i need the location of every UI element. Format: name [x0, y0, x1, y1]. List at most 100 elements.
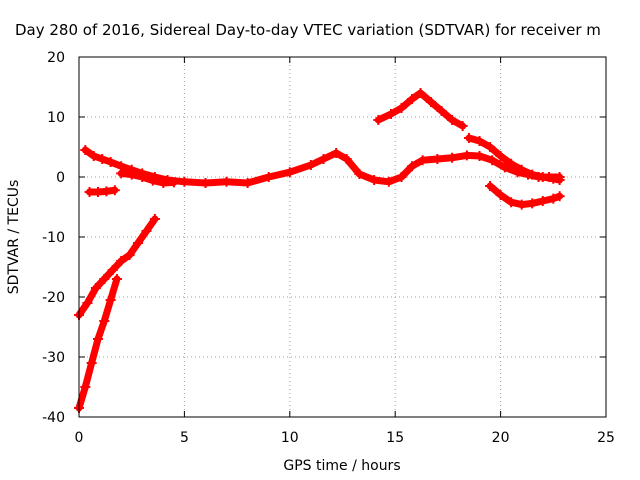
- data-point: [432, 154, 443, 164]
- x-tick-label: 20: [492, 430, 510, 446]
- x-axis-label: GPS time / hours: [283, 458, 400, 474]
- data-point: [495, 151, 506, 161]
- data-point: [415, 88, 426, 98]
- y-axis-label: SDTVAR / TECUs: [6, 180, 22, 295]
- data-point: [516, 164, 527, 175]
- data-point: [116, 256, 127, 266]
- data-point: [527, 169, 538, 180]
- data-point: [200, 178, 211, 188]
- data-point: [80, 145, 91, 155]
- data-point: [506, 158, 517, 169]
- data-point: [331, 148, 342, 158]
- data-point: [447, 152, 458, 163]
- data-point: [137, 172, 148, 182]
- data-point: [474, 136, 485, 146]
- data-point: [385, 109, 396, 119]
- data-point: [373, 115, 384, 125]
- data-point: [109, 185, 120, 196]
- data-point: [111, 274, 122, 284]
- data-point: [474, 151, 485, 161]
- data-point: [107, 265, 118, 275]
- data-point: [124, 250, 135, 260]
- data-point: [447, 115, 458, 125]
- data-point: [99, 316, 110, 326]
- data-point: [126, 169, 137, 180]
- data-point: [426, 97, 437, 107]
- data-point: [407, 161, 418, 172]
- data-point: [548, 193, 559, 204]
- data-point: [242, 178, 253, 188]
- data-point: [92, 187, 103, 197]
- data-point: [86, 358, 97, 368]
- data-point: [147, 175, 158, 186]
- y-tick-labels: -40 -30 -20 -10 0 10 20: [42, 50, 65, 426]
- data-series-2: [75, 215, 159, 319]
- data-point: [341, 154, 352, 164]
- data-point: [263, 172, 274, 182]
- y-tick-label: 20: [47, 50, 65, 66]
- data-point: [485, 142, 496, 152]
- data-point: [461, 150, 472, 161]
- data-point: [318, 154, 329, 164]
- data-point: [548, 173, 559, 184]
- y-tick-label: 0: [56, 170, 65, 186]
- data-point: [105, 157, 116, 167]
- grid-lines: [79, 57, 606, 417]
- data-point: [221, 176, 232, 187]
- data-point: [101, 186, 112, 197]
- data-series-7: [465, 134, 564, 184]
- data-point: [141, 226, 152, 236]
- data-point: [90, 283, 101, 293]
- data-point: [158, 178, 169, 188]
- data-point: [417, 155, 428, 166]
- data-point: [88, 151, 99, 161]
- data-point: [116, 168, 127, 179]
- data-point: [495, 190, 506, 200]
- x-tick-label: 5: [180, 430, 189, 446]
- data-point: [133, 238, 144, 248]
- data-point: [284, 167, 295, 178]
- y-tick-label: -40: [42, 410, 65, 426]
- data-point: [436, 106, 447, 116]
- data-point: [82, 298, 93, 308]
- data-point: [168, 177, 179, 188]
- y-tick-label: 10: [47, 110, 65, 126]
- data-point: [99, 274, 110, 284]
- chart-title: Day 280 of 2016, Sidereal Day-to-day VTE…: [15, 21, 601, 39]
- data-point: [369, 175, 380, 185]
- data-point: [383, 176, 394, 187]
- y-tick-label: -30: [42, 350, 65, 366]
- x-tick-label: 0: [75, 430, 84, 446]
- data-point: [537, 196, 548, 206]
- data-point: [92, 334, 103, 344]
- y-tick-label: -20: [42, 290, 65, 306]
- x-tick-label: 10: [281, 430, 299, 446]
- x-tick-label: 15: [386, 430, 404, 446]
- data-point: [457, 121, 468, 131]
- data-point: [537, 172, 548, 182]
- data-point: [396, 103, 407, 113]
- y-tick-label: -10: [42, 230, 65, 246]
- data-point: [396, 172, 407, 182]
- data-point: [407, 94, 418, 104]
- data-point: [487, 155, 498, 166]
- x-tick-labels: 0 5 10 15 20 25: [75, 430, 615, 446]
- data-point: [516, 199, 527, 210]
- data-point: [84, 187, 95, 197]
- series-layer: [74, 88, 565, 413]
- data-point: [97, 154, 108, 164]
- data-point: [499, 162, 510, 173]
- data-point: [463, 133, 474, 143]
- data-point: [506, 197, 517, 208]
- data-point: [354, 169, 365, 179]
- plot-frame: [78, 56, 607, 418]
- data-point: [554, 191, 565, 202]
- data-point: [179, 176, 190, 187]
- data-point: [149, 214, 160, 224]
- tick-marks: [78, 56, 607, 418]
- data-point: [105, 295, 116, 305]
- data-point: [305, 160, 316, 170]
- data-point: [527, 198, 538, 209]
- x-tick-label: 25: [597, 430, 615, 446]
